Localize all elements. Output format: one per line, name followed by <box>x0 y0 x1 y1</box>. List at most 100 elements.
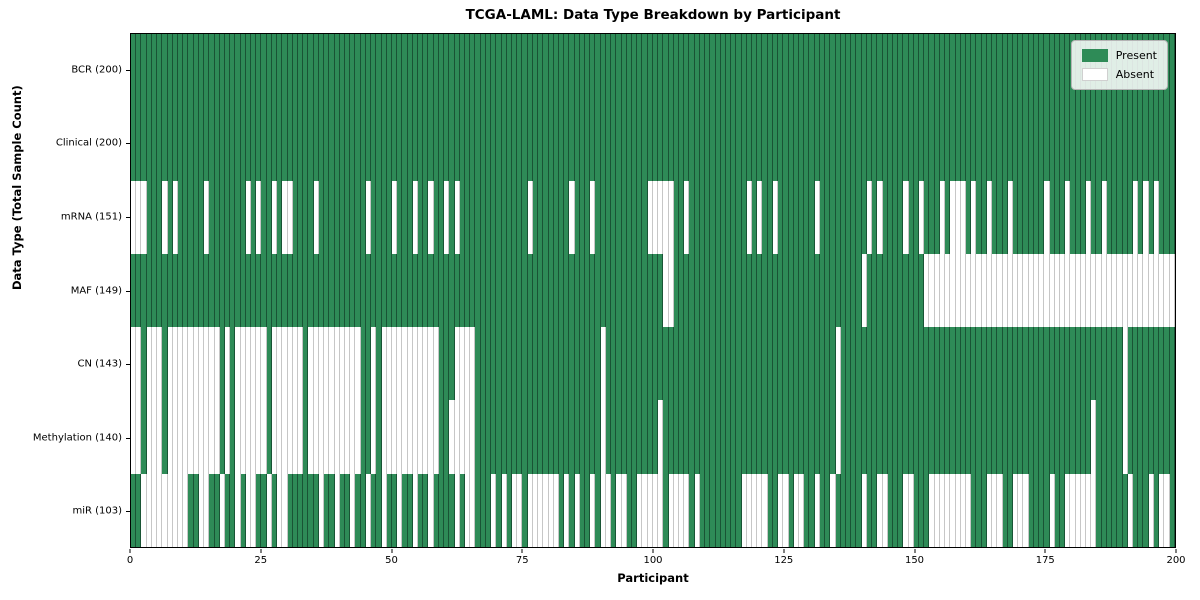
heatmap-cell <box>204 180 210 254</box>
heatmap-cell <box>569 473 575 547</box>
heatmap-cell <box>992 473 998 547</box>
heatmap-cell <box>621 107 627 181</box>
heatmap-cell <box>553 107 559 181</box>
heatmap-cell <box>595 107 601 181</box>
heatmap-cell <box>752 180 758 254</box>
heatmap-cell <box>532 34 539 108</box>
heatmap-cell <box>475 34 481 108</box>
heatmap-cell <box>1133 107 1139 181</box>
heatmap-cell <box>960 107 966 181</box>
heatmap-cell <box>271 473 278 547</box>
heatmap-cell <box>585 180 591 254</box>
heatmap-cell <box>710 180 716 254</box>
heatmap-cell <box>553 473 559 547</box>
heatmap-cell <box>788 400 794 474</box>
heatmap-cell <box>360 327 366 401</box>
heatmap-cell <box>574 34 580 108</box>
heatmap-cell <box>804 180 810 254</box>
heatmap-cell <box>590 327 596 401</box>
heatmap-cell <box>699 327 706 401</box>
heatmap-cell <box>877 253 883 328</box>
heatmap-cell <box>757 327 763 401</box>
heatmap-cell <box>219 107 225 181</box>
heatmap-cell <box>230 327 236 401</box>
heatmap-cell <box>840 107 846 181</box>
heatmap-cell <box>715 34 721 108</box>
y-tick-mark <box>126 216 130 218</box>
heatmap-cell <box>141 473 147 547</box>
heatmap-cell <box>360 253 366 328</box>
heatmap-cell <box>167 400 173 474</box>
heatmap-cell <box>1159 327 1165 401</box>
heatmap-cell <box>324 400 330 474</box>
heatmap-cell <box>788 107 794 181</box>
heatmap-cell <box>626 253 632 328</box>
heatmap-cell <box>684 473 690 547</box>
heatmap-cell <box>491 327 497 401</box>
heatmap-cell <box>433 107 439 181</box>
heatmap-cell <box>1007 34 1013 108</box>
heatmap-cell <box>924 473 930 547</box>
heatmap-cell <box>605 180 612 254</box>
heatmap-cell <box>1044 327 1050 401</box>
heatmap-cell <box>183 253 189 328</box>
heatmap-cell <box>376 327 382 401</box>
heatmap-cell <box>480 400 486 474</box>
heatmap-cell <box>266 400 272 474</box>
heatmap-cell <box>1153 400 1160 474</box>
heatmap-cell <box>960 473 966 547</box>
heatmap-cell <box>491 473 497 547</box>
heatmap-row <box>131 107 1175 181</box>
heatmap-cell <box>193 34 199 108</box>
heatmap-cell <box>1096 107 1102 181</box>
heatmap-cell <box>694 180 700 254</box>
heatmap-cell <box>1143 107 1149 181</box>
heatmap-cell <box>632 253 638 328</box>
heatmap-cell <box>678 327 685 401</box>
heatmap-cell <box>663 473 669 547</box>
heatmap-cell <box>585 34 591 108</box>
heatmap-cell <box>428 180 434 254</box>
heatmap-cell <box>553 400 559 474</box>
heatmap-cell <box>157 400 163 474</box>
heatmap-cell <box>1112 400 1118 474</box>
heatmap-cell <box>538 180 544 254</box>
x-tick-mark <box>129 549 131 553</box>
heatmap-cell <box>1070 327 1076 401</box>
heatmap-cell <box>230 180 236 254</box>
heatmap-cell <box>705 473 711 547</box>
heatmap-cell <box>725 253 732 328</box>
heatmap-cell <box>558 253 565 328</box>
heatmap-cell <box>235 107 241 181</box>
heatmap-cell <box>835 34 841 108</box>
heatmap-cell <box>741 327 747 401</box>
heatmap-cell <box>1049 473 1055 547</box>
heatmap-cell <box>558 180 565 254</box>
heatmap-cell <box>861 180 867 254</box>
heatmap-cell <box>449 253 455 328</box>
heatmap-cell <box>329 327 335 401</box>
heatmap-cell <box>355 253 361 328</box>
heatmap-cell <box>350 253 356 328</box>
heatmap-cell <box>772 473 779 547</box>
row-label: mRNA (151) <box>60 211 122 223</box>
heatmap-cell <box>1007 400 1013 474</box>
heatmap-cell <box>819 253 826 328</box>
heatmap-cell <box>141 34 147 108</box>
heatmap-cell <box>198 473 205 547</box>
x-tick-mark <box>652 549 654 553</box>
heatmap-cell <box>981 400 987 474</box>
heatmap-cell <box>282 180 288 254</box>
heatmap-cell <box>1101 327 1107 401</box>
heatmap-cell <box>1127 253 1133 328</box>
heatmap-cell <box>741 34 747 108</box>
heatmap-cell <box>219 400 225 474</box>
heatmap-cell <box>230 107 236 181</box>
heatmap-cell <box>976 180 982 254</box>
heatmap-cell <box>193 473 199 547</box>
heatmap-cell <box>543 34 549 108</box>
heatmap-cell <box>277 180 283 254</box>
heatmap-cell <box>1153 253 1160 328</box>
heatmap-cell <box>705 107 711 181</box>
heatmap-cell <box>1065 34 1071 108</box>
